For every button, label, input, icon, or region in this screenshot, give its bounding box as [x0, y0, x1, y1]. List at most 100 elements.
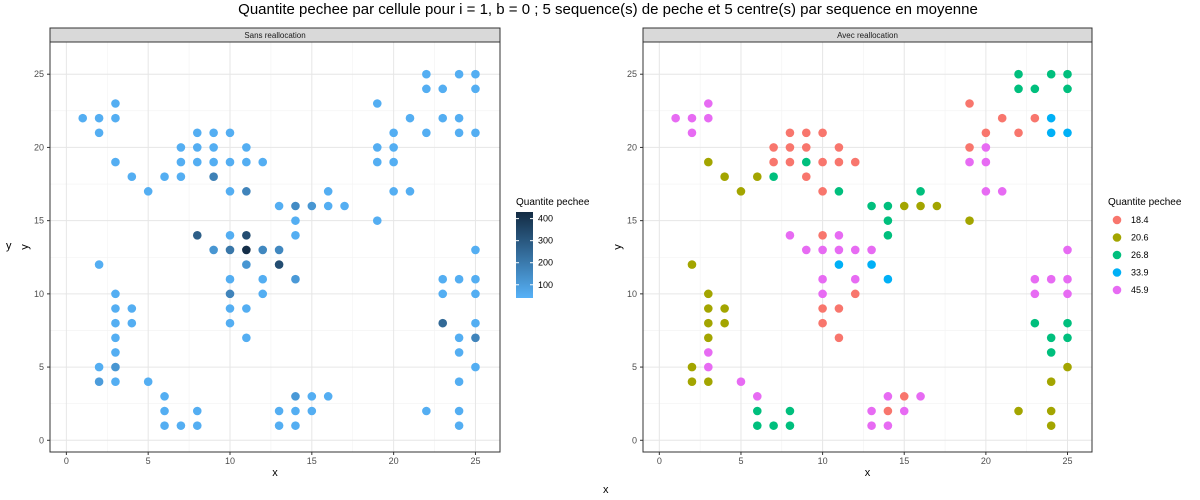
data-point: [834, 245, 844, 255]
y-tick-label: 20: [34, 142, 44, 152]
data-point: [471, 128, 480, 138]
data-point: [704, 304, 713, 313]
data-point: [422, 69, 431, 79]
data-point: [160, 406, 169, 416]
data-point: [192, 157, 202, 167]
data-point: [1046, 128, 1056, 138]
data-point: [422, 84, 431, 94]
data-point: [1030, 274, 1040, 284]
data-point: [422, 406, 431, 416]
data-point: [1046, 274, 1056, 284]
data-point: [769, 157, 778, 167]
data-point: [704, 377, 713, 387]
data-point: [471, 362, 480, 372]
data-point: [225, 289, 235, 299]
data-point: [471, 318, 480, 328]
data-point: [752, 392, 762, 401]
data-point: [899, 201, 909, 211]
data-point: [127, 304, 137, 313]
data-point: [258, 289, 268, 299]
data-point: [752, 172, 762, 182]
data-point: [291, 216, 300, 225]
data-point: [471, 69, 480, 79]
y-tick-label: 10: [627, 289, 637, 299]
data-point: [127, 318, 137, 328]
data-point: [242, 304, 251, 313]
data-point: [1030, 289, 1040, 299]
data-point: [981, 187, 991, 196]
data-point: [785, 128, 795, 138]
panel-border: [642, 41, 1093, 453]
data-point: [1063, 289, 1072, 299]
data-point: [307, 406, 317, 416]
data-point: [323, 187, 333, 196]
legend-title: Quantite pechee: [516, 197, 590, 208]
data-point: [720, 304, 729, 313]
legend-key: [1112, 268, 1122, 277]
data-point: [389, 157, 398, 167]
data-point: [834, 187, 844, 196]
y-tick-label: 25: [34, 69, 44, 79]
colorbar-label: 400: [538, 214, 553, 224]
legend-key: [1112, 233, 1122, 242]
data-point: [291, 230, 300, 240]
data-point: [454, 113, 464, 123]
data-point: [127, 172, 137, 182]
data-point: [242, 187, 251, 196]
data-point: [242, 157, 251, 167]
data-point: [372, 99, 382, 108]
data-point: [111, 377, 120, 387]
x-tick-label: 25: [470, 456, 480, 466]
data-point: [1063, 69, 1072, 79]
data-point: [1014, 406, 1023, 416]
data-point: [1063, 128, 1072, 138]
data-point: [883, 201, 893, 211]
data-point: [209, 172, 218, 182]
data-point: [801, 143, 811, 152]
data-point: [258, 245, 268, 255]
data-point: [372, 157, 382, 167]
plot-background: [50, 42, 500, 452]
data-point: [111, 113, 120, 123]
x-tick-label: 10: [818, 456, 828, 466]
data-point: [965, 99, 974, 108]
data-point: [1046, 113, 1056, 123]
data-point: [1046, 377, 1056, 387]
outer-y-label: y: [6, 240, 12, 252]
colorbar-label: 100: [538, 280, 553, 290]
data-point: [769, 172, 778, 182]
colorbar: [516, 212, 533, 298]
data-point: [704, 333, 713, 343]
data-point: [1046, 348, 1056, 357]
colorbar-label: 200: [538, 258, 553, 268]
data-point: [834, 143, 844, 152]
data-point: [422, 128, 431, 138]
x-tick-label: 5: [738, 456, 743, 466]
legend-discrete: Quantite pechee 18.4 20.6 26.8 33.9 45.9: [1108, 197, 1182, 295]
data-point: [1046, 69, 1056, 79]
data-point: [258, 274, 268, 284]
data-point: [274, 406, 284, 416]
data-point: [769, 421, 778, 430]
data-points: [78, 69, 480, 430]
data-point: [454, 406, 464, 416]
data-point: [850, 245, 860, 255]
data-point: [1063, 84, 1072, 94]
data-point: [471, 84, 480, 94]
data-point: [323, 392, 333, 401]
data-point: [372, 143, 382, 152]
data-point: [160, 392, 169, 401]
data-point: [225, 230, 235, 240]
data-point: [801, 245, 811, 255]
legend-key: [1112, 215, 1122, 225]
data-point: [438, 84, 448, 94]
data-point: [671, 113, 680, 123]
data-point: [111, 318, 120, 328]
data-point: [1030, 318, 1040, 328]
data-point: [997, 113, 1007, 123]
data-point: [307, 201, 317, 211]
data-point: [192, 143, 202, 152]
x-tick-label: 15: [899, 456, 909, 466]
data-point: [471, 245, 480, 255]
